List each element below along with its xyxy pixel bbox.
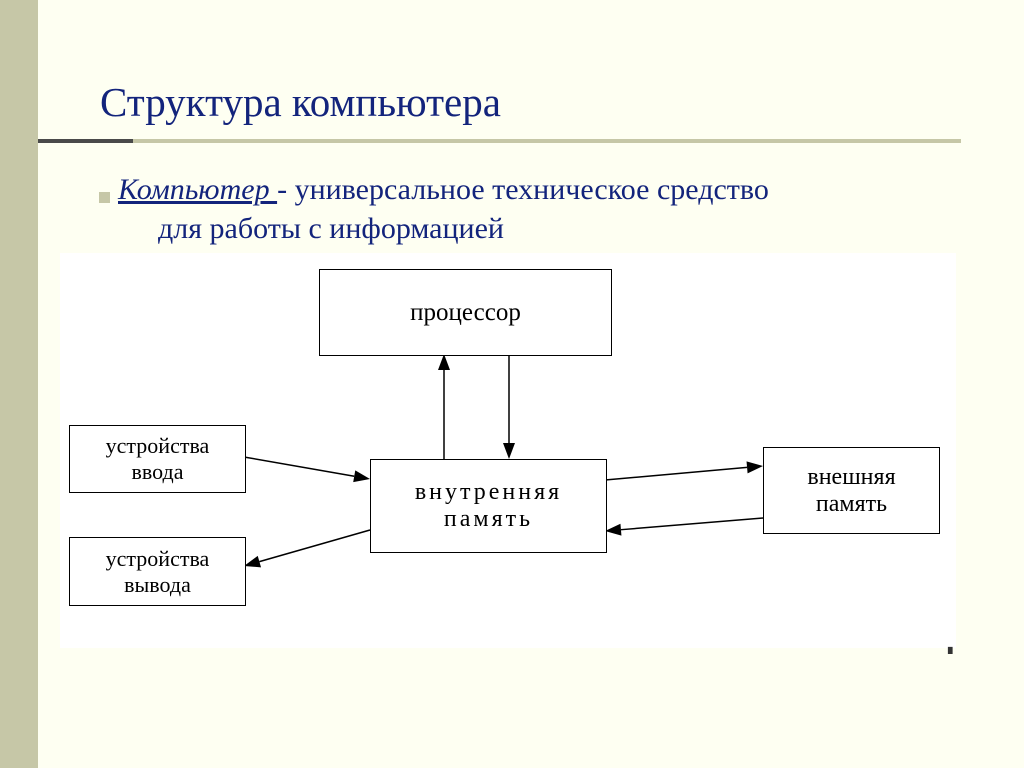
corner-mark: ▖ [948, 640, 957, 655]
slide-page: Структура компьютера Компьютер - универс… [0, 0, 1024, 768]
node-processor: процессор [319, 269, 612, 356]
edge-5 [621, 518, 763, 530]
diagram-arrows [0, 0, 1024, 768]
edge-3 [259, 530, 370, 562]
node-external-memory: внешняя память [763, 447, 940, 534]
node-input-devices: устройства ввода [69, 425, 246, 493]
edge-2 [244, 457, 354, 476]
node-internal-memory: внутренняя память [370, 459, 607, 553]
edge-4 [605, 467, 747, 480]
node-output-devices: устройства вывода [69, 537, 246, 606]
